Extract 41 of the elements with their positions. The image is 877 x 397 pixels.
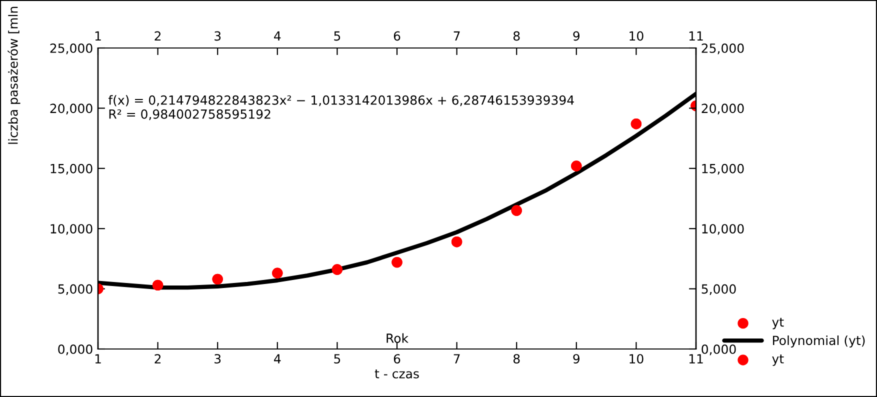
x2-tick-label: 5	[334, 31, 340, 41]
x2-tick-label: 1	[95, 31, 101, 41]
x-tick-label: 10	[630, 354, 644, 364]
x-tick-label: 6	[394, 354, 400, 364]
x2-tick-label: 10	[630, 31, 644, 41]
y-tick-label: 20,000	[50, 104, 92, 114]
y-tick-label: 15,000	[50, 164, 92, 175]
x2-tick-label: 11	[689, 31, 703, 41]
x2-tick-label: 2	[154, 31, 161, 41]
x2-tick-label: 3	[214, 31, 221, 41]
y-tick-label: 5,000	[58, 284, 92, 295]
x-tick-label: 11	[689, 354, 703, 364]
y-axis-title: liczba pasażerów [mln	[8, 6, 20, 144]
x2-tick-label: 6	[394, 31, 400, 41]
y-tick-label: 25,000	[50, 43, 92, 54]
legend-label: yt	[772, 318, 784, 330]
legend-label: Polynomial (yt)	[772, 335, 865, 348]
x-tick-label: 8	[513, 354, 520, 364]
x2-tick-label: 4	[274, 31, 281, 41]
y2-tick-label: 5,000	[702, 284, 736, 295]
x2-tick-label: 7	[454, 31, 460, 41]
x-tick-label: 5	[334, 354, 340, 364]
y-tick-label: 10,000	[50, 224, 92, 235]
annotation: Rok	[386, 333, 408, 343]
x2-tick-label: 9	[573, 31, 580, 41]
y2-tick-label: 10,000	[702, 224, 744, 235]
x-tick-label: 7	[454, 354, 460, 364]
y2-tick-label: 25,000	[702, 43, 744, 54]
legend-label: yt	[772, 354, 784, 366]
x-tick-label: 4	[274, 354, 281, 364]
y-tick-label: 0,000	[58, 344, 92, 356]
x-tick-label: 9	[573, 354, 580, 364]
x-axis-title: t - czas	[374, 369, 419, 378]
x-tick-label: 2	[154, 354, 161, 364]
x-tick-label: 1	[95, 354, 101, 364]
y2-tick-label: 0,000	[702, 344, 736, 356]
y2-tick-label: 20,000	[702, 104, 744, 114]
y2-tick-label: 15,000	[702, 164, 744, 175]
x-tick-label: 3	[214, 354, 221, 364]
annotation: f(x) = 0,214794822843823x² − 1,0133142013986x + 6,28746153939394 R² = 0,984002758595192	[108, 95, 574, 120]
x2-tick-label: 8	[513, 31, 520, 41]
